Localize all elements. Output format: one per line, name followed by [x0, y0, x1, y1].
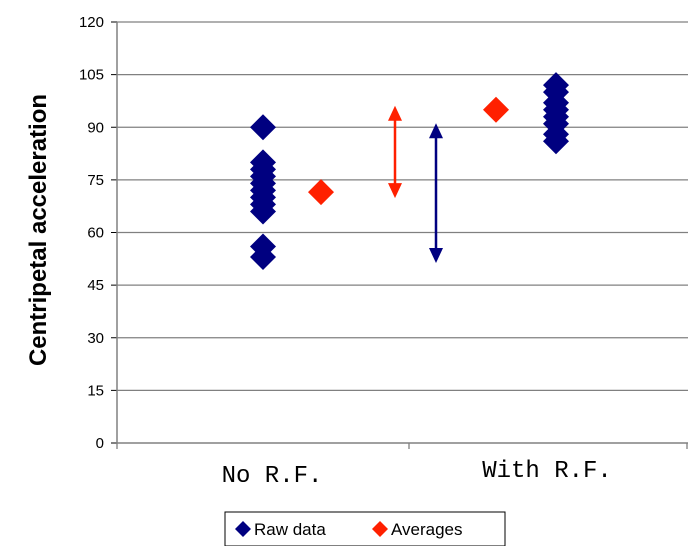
legend-marker — [372, 521, 388, 537]
x-category-labels: No R.F. With R.F. — [222, 458, 612, 490]
raw-data-point — [250, 114, 276, 141]
raw-data-point — [543, 128, 569, 155]
average-point — [308, 179, 334, 206]
range-arrow-head-down — [388, 183, 402, 199]
range-arrows — [388, 105, 443, 264]
legend-box — [224, 511, 506, 546]
y-tick-label: 30 — [87, 330, 104, 347]
y-tick-label: 90 — [87, 119, 104, 136]
range-arrow-head-up — [429, 123, 443, 139]
x-category-label: No R.F. — [222, 463, 323, 490]
average-point — [483, 96, 509, 123]
y-tick-label: 0 — [96, 435, 104, 452]
raw-data-point — [250, 244, 276, 271]
range-arrow-head-up — [388, 105, 402, 121]
y-tick-label: 120 — [79, 14, 104, 31]
y-axis-label: Centripetal acceleration — [25, 94, 52, 366]
legend-entry-label: Raw data — [254, 520, 326, 539]
legend-entry-label: Averages — [391, 520, 463, 539]
raw-data-point — [250, 198, 276, 225]
axes — [111, 21, 688, 449]
legend-marker — [235, 521, 251, 537]
y-tick-label: 15 — [87, 382, 104, 399]
y-tick-label: 60 — [87, 225, 104, 242]
data-points — [250, 72, 569, 271]
y-tick-labels: 0 15 30 45 60 75 90 105 120 — [79, 14, 104, 452]
legend: Raw data Averages — [224, 511, 506, 546]
range-arrow-head-down — [429, 248, 443, 264]
gridlines — [117, 21, 688, 392]
x-category-label: With R.F. — [482, 458, 612, 485]
y-tick-label: 45 — [87, 277, 104, 294]
y-tick-label: 105 — [79, 67, 104, 84]
y-tick-label: 75 — [87, 172, 104, 189]
